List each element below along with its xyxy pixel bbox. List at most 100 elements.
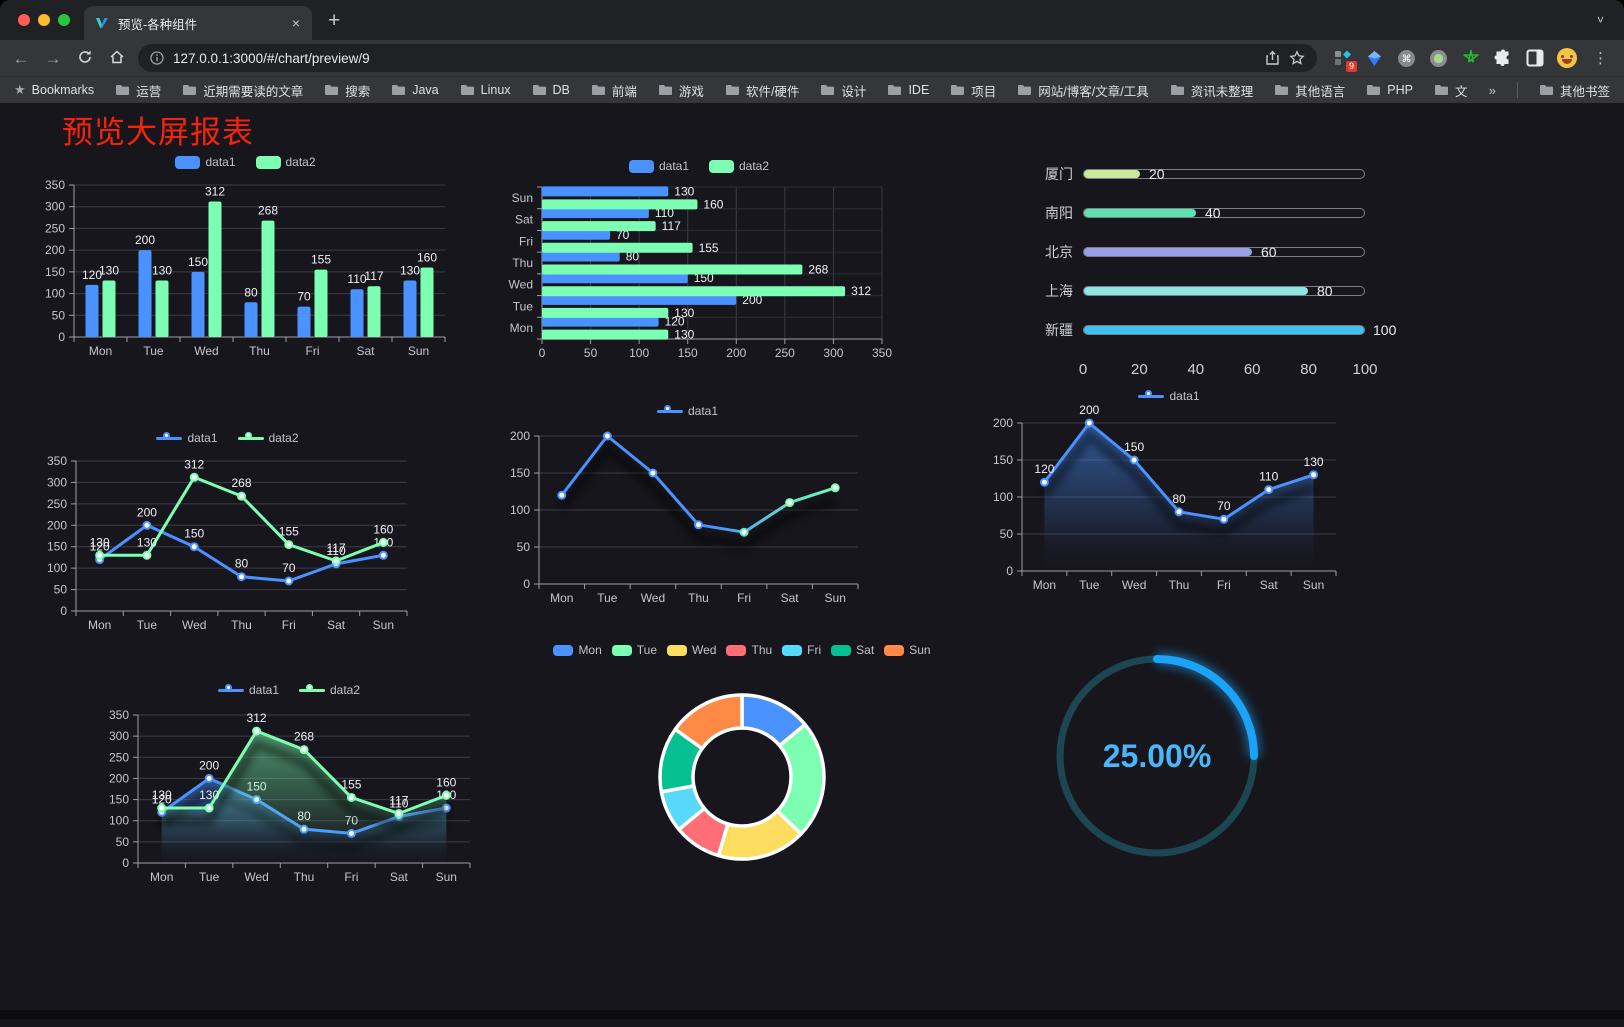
- bookmark-folder[interactable]: 前端: [591, 81, 637, 100]
- svg-text:Fri: Fri: [306, 344, 320, 358]
- svg-text:160: 160: [436, 775, 456, 789]
- legend-item[interactable]: Tue: [611, 643, 657, 657]
- bookmark-folder[interactable]: 资讯未整理: [1170, 81, 1253, 100]
- bookmark-folder[interactable]: DB: [532, 83, 570, 97]
- legend-item[interactable]: Mon: [553, 643, 602, 657]
- svg-text:Thu: Thu: [249, 344, 270, 358]
- bookmark-folder[interactable]: 网站/博客/文章/工具: [1017, 81, 1149, 100]
- bookmark-folder[interactable]: 项目: [950, 81, 996, 100]
- svg-text:120: 120: [1034, 462, 1054, 476]
- bookmark-folder[interactable]: 其他语言: [1274, 81, 1345, 100]
- progress-label: 南阳: [1045, 205, 1073, 221]
- extension-command-icon[interactable]: ⌘: [1397, 49, 1416, 68]
- tab-title: 预览-各种组件: [118, 17, 198, 32]
- maximize-window-button[interactable]: [58, 14, 70, 26]
- svg-text:130: 130: [674, 306, 694, 320]
- progress-value: 60: [1261, 244, 1277, 260]
- extension-grid-icon[interactable]: 9: [1333, 49, 1357, 72]
- svg-text:312: 312: [184, 457, 204, 471]
- svg-text:200: 200: [1079, 403, 1099, 417]
- bookmark-folder[interactable]: IDE: [887, 83, 929, 97]
- browser-tab[interactable]: 预览-各种组件 ×: [84, 6, 312, 40]
- legend-item[interactable]: data1: [217, 683, 279, 697]
- forward-button[interactable]: →: [44, 48, 62, 68]
- reload-button[interactable]: [74, 49, 96, 68]
- chart-canvas: 0 50 100 150 200 Mon Tue Wed Thu Fri Sat Sun 120 200 1…: [993, 403, 1337, 592]
- site-info-icon[interactable]: [150, 51, 164, 65]
- svg-text:155: 155: [311, 253, 331, 267]
- svg-text:130: 130: [90, 535, 110, 549]
- svg-text:Sat: Sat: [515, 213, 534, 227]
- svg-text:Fri: Fri: [282, 618, 296, 632]
- legend-item[interactable]: data2: [255, 155, 316, 169]
- bookmark-folder[interactable]: 运营: [115, 81, 161, 100]
- legend-swatch-icon: [884, 644, 905, 656]
- legend-item[interactable]: data2: [299, 683, 360, 697]
- legend-item[interactable]: data1: [175, 155, 236, 169]
- folder-icon: [887, 84, 902, 96]
- bookmark-folder[interactable]: 近期需要读的文章: [182, 81, 303, 100]
- bookmark-folder[interactable]: PHP: [1366, 83, 1413, 97]
- svg-text:150: 150: [993, 453, 1013, 467]
- svg-text:70: 70: [297, 290, 311, 304]
- close-window-button[interactable]: [18, 14, 30, 26]
- legend-item[interactable]: data2: [709, 159, 769, 173]
- minimize-window-button[interactable]: [38, 14, 50, 26]
- legend-item[interactable]: Fri: [782, 643, 821, 657]
- folder-icon: [532, 84, 547, 96]
- bookmark-folder[interactable]: 搜索: [324, 81, 370, 100]
- extension-dot-icon[interactable]: [1429, 49, 1448, 68]
- legend-item[interactable]: data1: [156, 431, 218, 445]
- tab-close-icon[interactable]: ×: [291, 15, 300, 31]
- sidebar-toggle-icon[interactable]: [1525, 49, 1544, 68]
- legend-item[interactable]: data2: [237, 431, 299, 445]
- svg-text:Tue: Tue: [1079, 578, 1100, 592]
- svg-text:Mon: Mon: [510, 321, 533, 335]
- legend-item[interactable]: data1: [628, 159, 689, 173]
- multi-line-chart: data1 data2 0 50 100 150 200 250 300 350 Mon Tue Wed…: [40, 421, 415, 639]
- bookmark-folder[interactable]: 设计: [820, 81, 866, 100]
- back-button[interactable]: ←: [12, 48, 30, 68]
- home-button[interactable]: [106, 49, 128, 68]
- browser-menu-icon[interactable]: ⋮: [1593, 50, 1608, 67]
- folder-icon: [324, 84, 339, 96]
- bookmark-folder[interactable]: Linux: [460, 83, 511, 97]
- svg-text:Sat: Sat: [1260, 578, 1279, 592]
- bookmarks-overflow-chevron[interactable]: »: [1488, 82, 1496, 98]
- legend-item[interactable]: data1: [1138, 389, 1200, 403]
- legend-item[interactable]: Sat: [831, 643, 874, 657]
- legend-item[interactable]: Sun: [884, 643, 931, 657]
- address-bar[interactable]: 127.0.0.1:3000/#/chart/preview/9: [138, 44, 1317, 72]
- extension-kite-icon[interactable]: [1365, 49, 1384, 68]
- svg-text:350: 350: [47, 454, 67, 468]
- extension-star-icon[interactable]: [1461, 49, 1480, 68]
- progress-row: 新疆 100: [1045, 322, 1396, 338]
- share-icon[interactable]: [1265, 50, 1280, 66]
- legend-item[interactable]: Wed: [667, 643, 716, 657]
- url-text[interactable]: 127.0.0.1:3000/#/chart/preview/9: [173, 50, 370, 66]
- progress-track: 60: [1083, 244, 1365, 260]
- bookmark-folder[interactable]: 文件服务器: [1434, 81, 1468, 100]
- svg-text:268: 268: [231, 476, 251, 490]
- chart-canvas: 25.00%: [1056, 652, 1261, 857]
- legend-item[interactable]: Thu: [726, 643, 772, 657]
- extensions-puzzle-icon[interactable]: [1493, 49, 1512, 68]
- tab-search-chevron-icon[interactable]: ˅: [1596, 13, 1604, 27]
- profile-avatar[interactable]: [1557, 48, 1577, 68]
- new-tab-button[interactable]: +: [328, 8, 341, 32]
- other-bookmarks-folder[interactable]: 其他书签: [1539, 81, 1610, 100]
- legend-line-icon: [156, 432, 183, 444]
- svg-text:50: 50: [52, 308, 66, 322]
- svg-text:200: 200: [510, 429, 530, 443]
- bookmark-folder[interactable]: 软件/硬件: [725, 81, 799, 100]
- bookmark-star-icon[interactable]: [1289, 50, 1305, 66]
- svg-text:160: 160: [373, 522, 393, 536]
- bookmarks-manager[interactable]: ★ Bookmarks: [14, 82, 95, 97]
- legend-swatch-icon: [782, 644, 803, 656]
- bookmark-folder[interactable]: Java: [391, 83, 439, 97]
- progress-value: 80: [1317, 283, 1333, 299]
- bookmark-folder[interactable]: 游戏: [658, 81, 704, 100]
- progress-label: 新疆: [1045, 322, 1073, 338]
- legend-item[interactable]: data1: [656, 404, 718, 418]
